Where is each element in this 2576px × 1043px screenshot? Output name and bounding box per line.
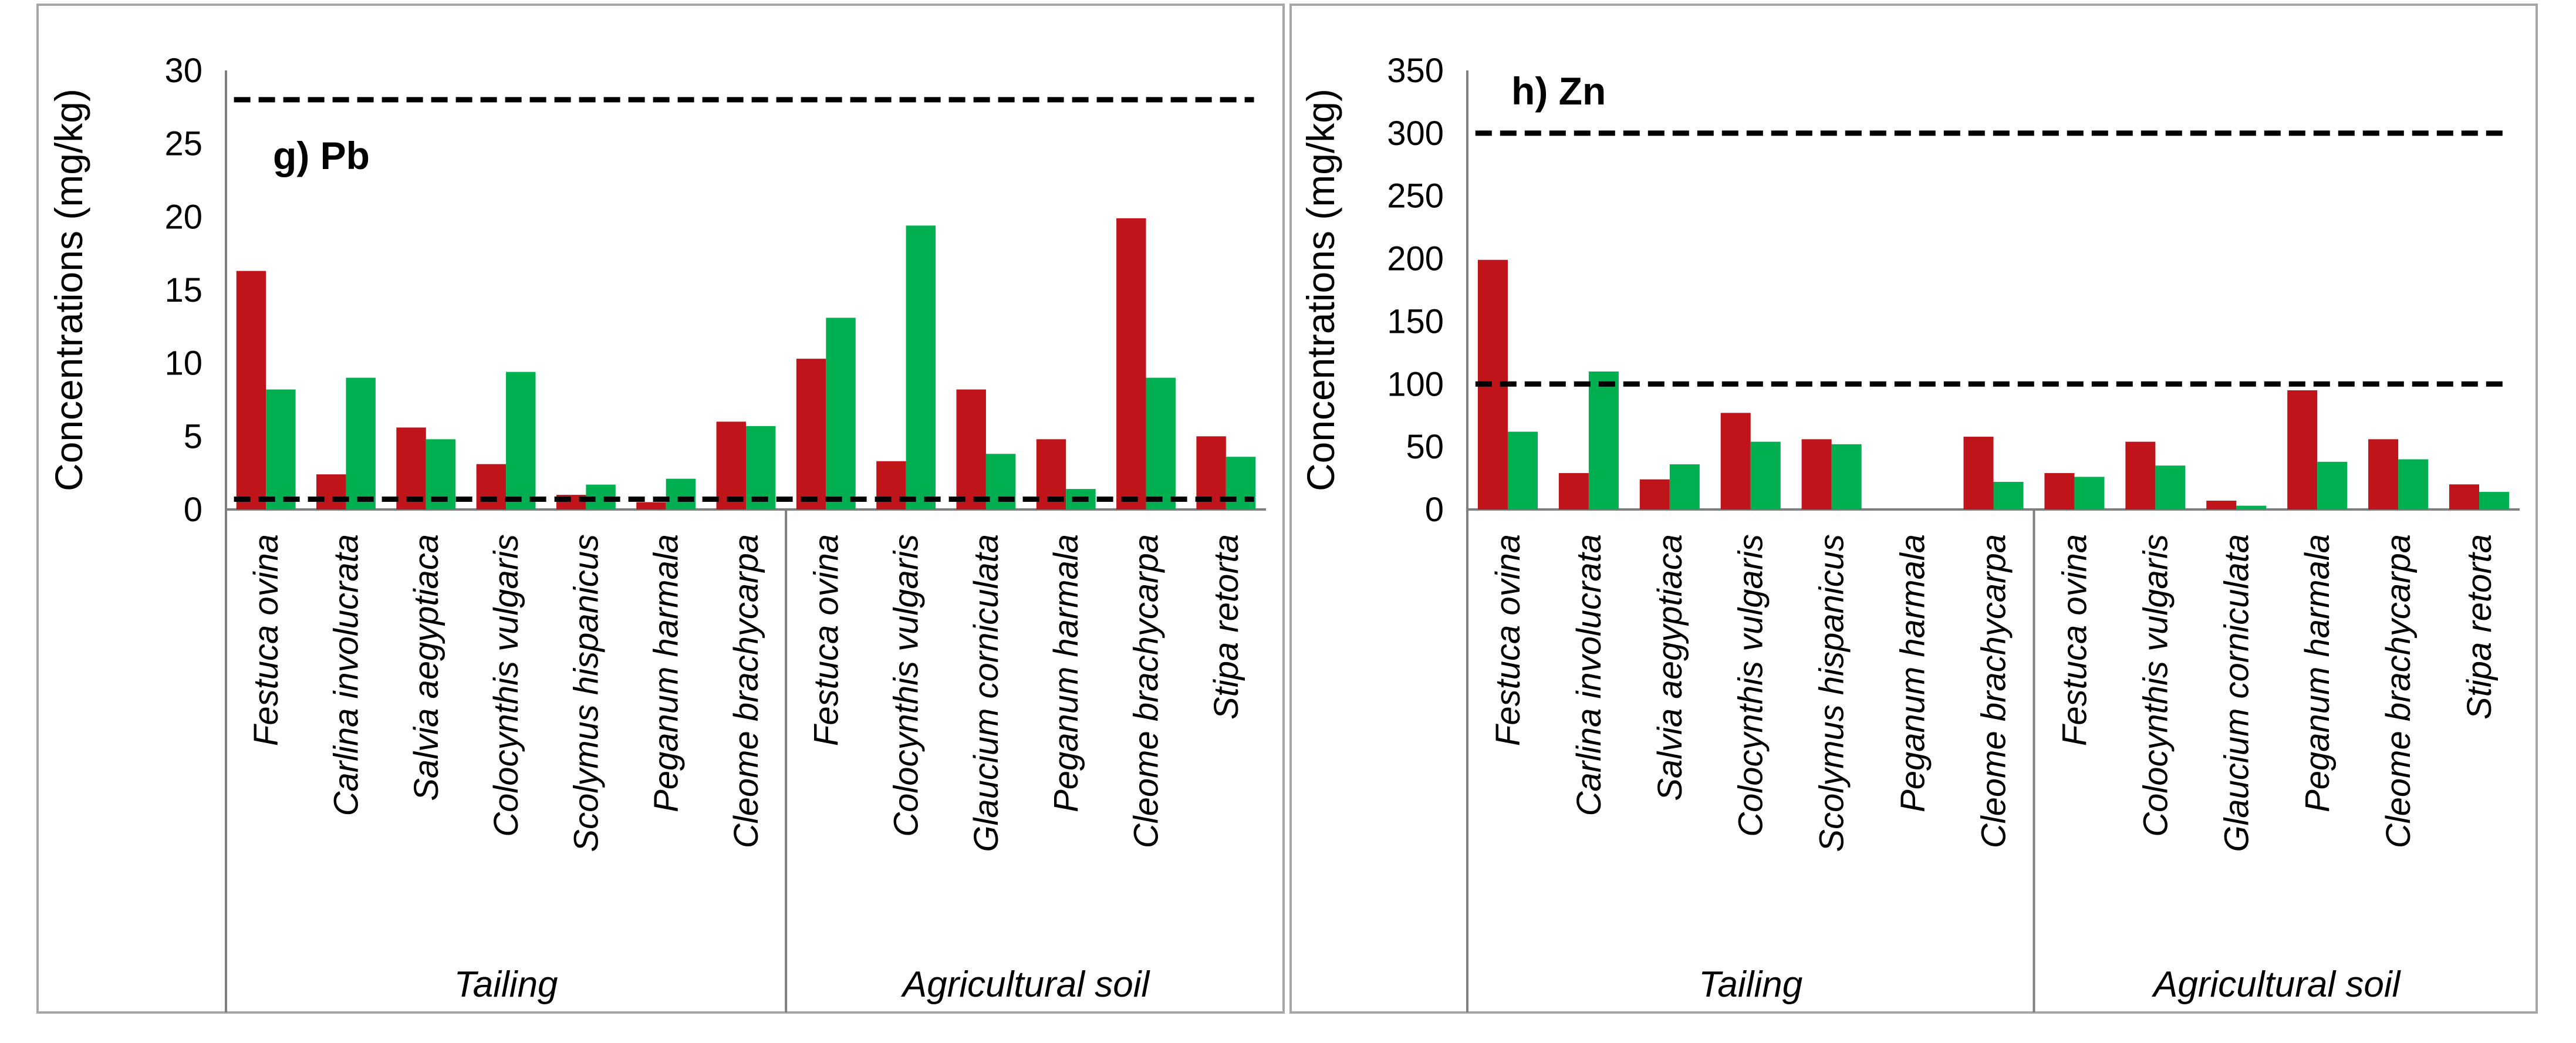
y-tick-label: 25 (164, 125, 202, 163)
category-label: Glaucium corniculata (967, 534, 1005, 852)
category-label: Colocynthis vulgaris (487, 534, 525, 837)
bar-red (1801, 439, 1832, 509)
y-tick-label: 300 (1387, 114, 1444, 153)
bar-red (2449, 484, 2480, 509)
y-tick-label: 0 (1425, 491, 1444, 529)
category-label: Festuca ovina (807, 534, 845, 746)
group-label: Agricultural soil (2151, 964, 2402, 1005)
bar-green (2236, 505, 2267, 509)
panel-title: h) Zn (1511, 69, 1606, 113)
bar-red (796, 359, 826, 509)
bar-red (956, 389, 986, 509)
y-tick-label: 10 (164, 345, 202, 383)
bar-green (1669, 464, 1700, 509)
y-tick-label: 50 (1406, 428, 1444, 466)
y-tick-label: 350 (1387, 52, 1444, 90)
y-tick-label: 15 (164, 271, 202, 309)
bar-red (2044, 473, 2075, 509)
category-label: Stipa retorta (1207, 534, 1245, 720)
bar-red (396, 427, 426, 509)
y-tick-label: 200 (1387, 240, 1444, 278)
category-label: Colocynthis vulgaris (2136, 534, 2175, 837)
category-label: Cleome brachycarpa (2379, 534, 2418, 848)
category-label: Festuca ovina (1489, 534, 1527, 746)
category-label: Peganum harmala (647, 534, 686, 812)
category-label: Cleome brachycarpa (1975, 534, 2013, 848)
y-tick-label: 5 (184, 417, 202, 455)
category-label: Festuca ovina (2055, 534, 2094, 746)
bar-green (1993, 481, 2024, 509)
bar-red (236, 271, 266, 509)
bar-green (1146, 377, 1176, 509)
chart-zn: 0 50 100 150 200 250 300 350 Concentrations (mg/… (1299, 52, 2520, 1012)
bar-red (2368, 439, 2399, 509)
group-label: Tailing (1699, 964, 1802, 1005)
y-tick-label: 20 (164, 198, 202, 236)
bar-green (1588, 371, 1619, 509)
bar-green (2398, 459, 2429, 509)
y-tick-label: 30 (164, 52, 202, 90)
bar-red (1720, 413, 1751, 509)
category-label: Cleome brachycarpa (727, 534, 765, 848)
category-label: Cleome brachycarpa (1127, 534, 1166, 848)
y-axis-title: Concentrations (mg/kg) (1299, 89, 1342, 491)
category-label: Colocynthis vulgaris (887, 534, 926, 837)
bar-green (906, 225, 936, 509)
group-label: Agricultural soil (900, 964, 1151, 1005)
bar-red (1639, 479, 1670, 509)
category-label: Carlina involucrata (1570, 534, 1608, 816)
category-label: Stipa retorta (2460, 534, 2499, 720)
y-tick-label: 150 (1387, 302, 1444, 340)
bar-green (1831, 444, 1862, 509)
bar-red (876, 461, 906, 509)
bar-green (506, 372, 536, 509)
bar-green (2074, 477, 2105, 509)
bar-green (266, 389, 296, 509)
chart-pb: 0 5 10 15 20 25 30 Concentrations (mg/kg) g) Pb F… (47, 52, 1266, 1012)
bar-red (716, 421, 746, 509)
panel-title: g) Pb (273, 134, 370, 177)
category-label: Festuca ovina (247, 534, 285, 746)
bar-green (746, 426, 776, 509)
bar-green (666, 478, 696, 509)
bar-red (2287, 390, 2318, 509)
bar-green (346, 377, 376, 509)
category-label: Peganum harmala (1047, 534, 1085, 812)
bar-red (1963, 437, 1994, 509)
category-label: Peganum harmala (1894, 534, 1932, 812)
bar-green (826, 318, 856, 509)
category-label: Scolymus hispanicus (1813, 534, 1851, 852)
y-axis-title: Concentrations (mg/kg) (47, 89, 90, 491)
panel-frame-zn (1289, 4, 2538, 1014)
bar-red (476, 464, 507, 509)
y-tick-label: 250 (1387, 177, 1444, 215)
category-label: Scolymus hispanicus (567, 534, 605, 852)
group-label: Tailing (454, 964, 558, 1005)
bar-red (636, 502, 666, 509)
category-label: Salvia aegyptiaca (1651, 534, 1689, 801)
category-label: Colocynthis vulgaris (1732, 534, 1770, 837)
bar-red (2206, 501, 2237, 509)
bar-green (2479, 492, 2510, 509)
category-label: Peganum harmala (2298, 534, 2337, 812)
y-tick-label: 100 (1387, 365, 1444, 403)
bar-red (2125, 441, 2156, 509)
category-label: Carlina involucrata (327, 534, 365, 816)
category-label: Salvia aegyptiaca (407, 534, 445, 801)
bar-red (316, 474, 346, 509)
bar-red (1558, 473, 1589, 509)
panel-frame-pb (36, 4, 1285, 1014)
bar-green (2317, 461, 2348, 509)
bar-green (1750, 441, 1781, 509)
bar-green (2155, 465, 2186, 509)
y-tick-label: 0 (184, 491, 202, 529)
bar-green (1507, 431, 1538, 509)
bar-red (1116, 218, 1146, 509)
category-label: Glaucium corniculata (2217, 534, 2256, 852)
